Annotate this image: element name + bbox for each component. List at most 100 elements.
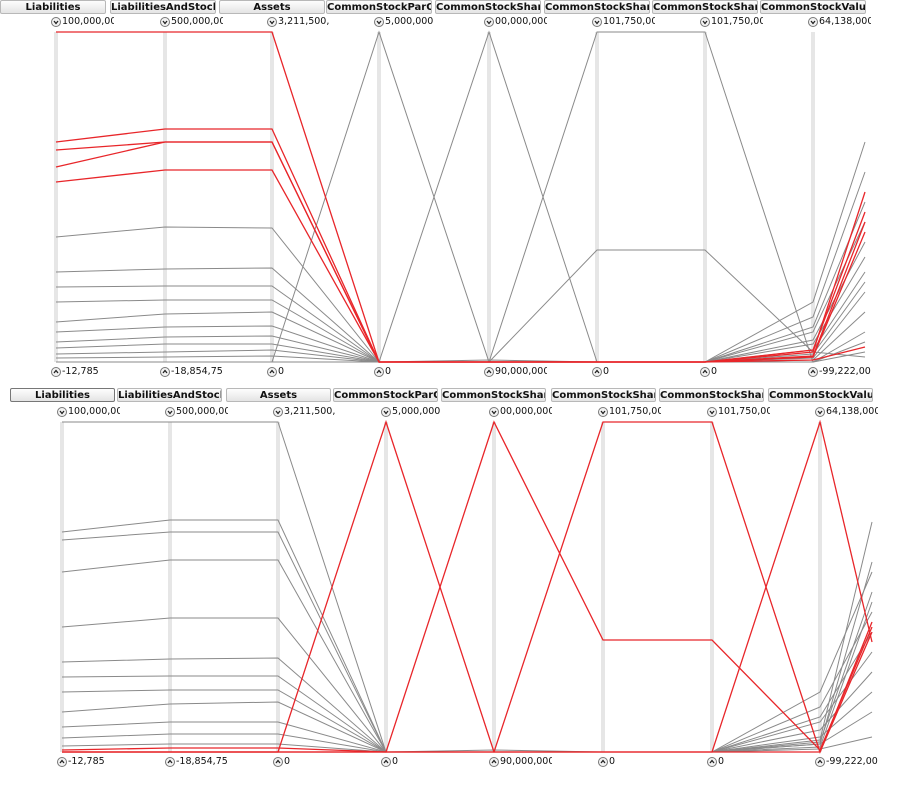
sort-glyph	[376, 369, 382, 374]
sort-glyph	[594, 369, 600, 374]
axis-bar	[710, 422, 714, 752]
sort-button[interactable]	[160, 17, 170, 27]
record-line	[62, 420, 873, 753]
sort-button[interactable]	[374, 17, 384, 27]
column-header[interactable]: Liabilities	[0, 0, 106, 14]
sort-button[interactable]	[489, 407, 499, 417]
sort-button[interactable]	[815, 407, 825, 417]
sort-button[interactable]	[51, 17, 61, 27]
axis-max-label: 101,750,00	[609, 406, 661, 417]
sort-glyph	[269, 20, 275, 25]
column-header[interactable]: Liabilities	[10, 388, 115, 402]
sort-button[interactable]	[51, 367, 61, 377]
sort-button[interactable]	[381, 757, 391, 767]
record-line	[61, 559, 873, 753]
sort-button[interactable]	[273, 757, 283, 767]
sort-glyph	[491, 410, 497, 415]
record-line	[61, 711, 873, 753]
axis-bar	[601, 422, 605, 752]
sort-button[interactable]	[374, 367, 384, 377]
sort-button[interactable]	[700, 17, 710, 27]
axis-max-label: 00,000,000	[495, 16, 547, 27]
sort-glyph	[383, 759, 389, 764]
sort-button[interactable]	[489, 757, 499, 767]
sort-button[interactable]	[57, 407, 67, 417]
sort-button[interactable]	[707, 757, 717, 767]
axis-bar	[270, 32, 274, 362]
column-header[interactable]: CommonStockShar...	[435, 0, 541, 14]
sort-glyph	[376, 20, 382, 25]
column-header[interactable]: LiabilitiesAndStock...	[117, 388, 222, 402]
column-header[interactable]: Assets	[219, 0, 325, 14]
column-header[interactable]: CommonStockValue	[768, 388, 873, 402]
axis-min-label: -99,222,000	[826, 756, 878, 767]
column-header[interactable]: CommonStockParO...	[326, 0, 432, 14]
sort-button[interactable]	[707, 407, 717, 417]
axis-min-label: -18,854,750	[176, 756, 228, 767]
sort-button[interactable]	[808, 367, 818, 377]
column-header[interactable]: CommonStockShar...	[659, 388, 764, 402]
sort-button[interactable]	[815, 757, 825, 767]
sort-button[interactable]	[165, 407, 175, 417]
record-line	[55, 271, 866, 363]
sort-button[interactable]	[484, 17, 494, 27]
column-header[interactable]: CommonStockShar...	[551, 388, 656, 402]
column-header[interactable]: CommonStockValue	[760, 0, 866, 14]
sort-icon	[489, 757, 499, 767]
sort-button[interactable]	[57, 757, 67, 767]
sort-icon	[57, 407, 67, 417]
sort-button[interactable]	[700, 367, 710, 377]
record-line	[62, 421, 873, 753]
column-header[interactable]: LiabilitiesAndStock...	[110, 0, 216, 14]
record-line	[62, 419, 873, 753]
sort-button[interactable]	[267, 17, 277, 27]
record-line	[55, 169, 866, 363]
sort-icon	[489, 407, 499, 417]
axis-min-label: 0	[711, 366, 718, 377]
sort-button[interactable]	[273, 407, 283, 417]
axes	[51, 17, 825, 767]
column-header[interactable]: CommonStockShar...	[652, 0, 758, 14]
axis-min-label: 0	[385, 366, 392, 377]
sort-button[interactable]	[165, 757, 175, 767]
sort-icon	[592, 367, 602, 377]
column-header[interactable]: CommonStockShar...	[441, 388, 546, 402]
sort-glyph	[167, 759, 173, 764]
sort-icon	[381, 757, 391, 767]
column-header[interactable]: CommonStockShar...	[544, 0, 650, 14]
sort-button[interactable]	[808, 17, 818, 27]
plot-top	[55, 30, 866, 363]
axis-bar	[492, 422, 496, 752]
sort-icon	[273, 407, 283, 417]
axis-max-label: 64,138,000	[819, 16, 871, 27]
sort-icon	[51, 17, 61, 27]
axis-min-label: 0	[603, 366, 610, 377]
sort-glyph	[709, 759, 715, 764]
axis-bar	[168, 422, 172, 752]
sort-icon	[165, 757, 175, 767]
sort-icon	[160, 367, 170, 377]
sort-button[interactable]	[598, 757, 608, 767]
column-header[interactable]: CommonStockParO...	[333, 388, 438, 402]
sort-button[interactable]	[267, 367, 277, 377]
sort-button[interactable]	[592, 367, 602, 377]
sort-glyph	[817, 410, 823, 415]
axis-bar	[595, 32, 599, 362]
sort-button[interactable]	[381, 407, 391, 417]
sort-icon	[700, 367, 710, 377]
sort-icon	[165, 407, 175, 417]
record-line	[56, 31, 866, 363]
sort-icon	[598, 757, 608, 767]
axis-min-label: 0	[278, 366, 285, 377]
sort-button[interactable]	[160, 367, 170, 377]
sort-glyph	[600, 759, 606, 764]
record-line	[61, 651, 873, 753]
sort-button[interactable]	[598, 407, 608, 417]
sort-button[interactable]	[592, 17, 602, 27]
sort-button[interactable]	[484, 367, 494, 377]
column-header[interactable]: Assets	[226, 388, 331, 402]
sort-icon	[815, 757, 825, 767]
sort-icon	[51, 367, 61, 377]
axis-bar	[703, 32, 707, 362]
sort-icon	[160, 17, 170, 27]
